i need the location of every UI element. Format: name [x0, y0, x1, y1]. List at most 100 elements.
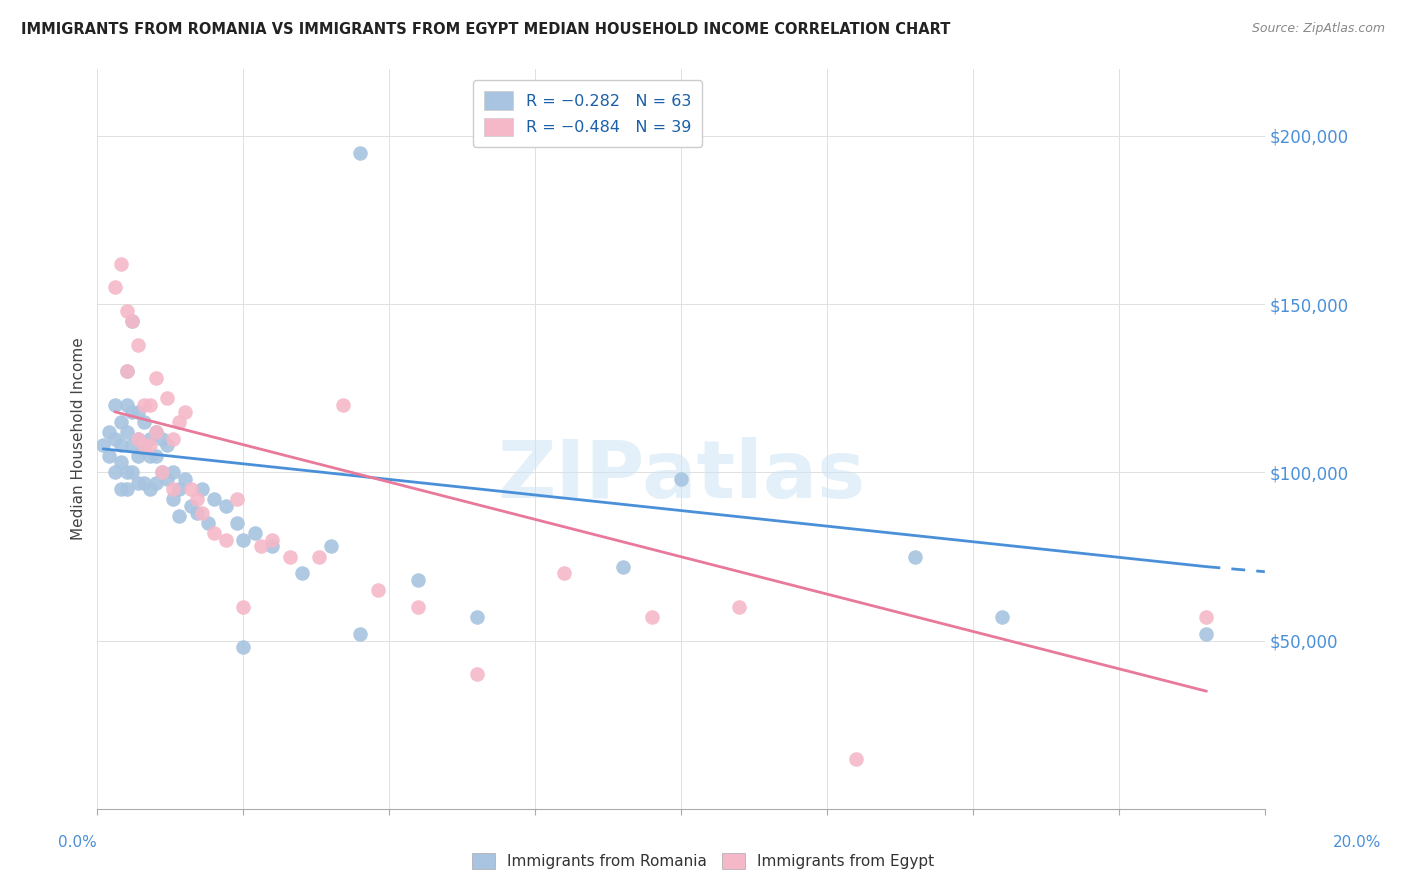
Point [167, 509, 190, 524]
Point [121, 438, 143, 452]
Point [1195, 610, 1218, 624]
Point [202, 526, 225, 541]
Point [115, 364, 138, 378]
Point [104, 280, 127, 294]
Point [127, 405, 149, 419]
Point [150, 432, 173, 446]
Point [162, 482, 184, 496]
Point [121, 405, 143, 419]
Point [215, 533, 238, 547]
Legend: Immigrants from Romania, Immigrants from Egypt: Immigrants from Romania, Immigrants from… [465, 847, 941, 875]
Point [156, 472, 179, 486]
Point [349, 145, 371, 160]
Point [180, 482, 202, 496]
Point [845, 751, 868, 765]
Point [262, 540, 284, 554]
Point [180, 499, 202, 513]
Point [349, 627, 371, 641]
Point [465, 667, 488, 681]
Point [104, 432, 127, 446]
Point [408, 573, 430, 587]
Point [249, 540, 271, 554]
Point [115, 425, 138, 439]
Point [132, 442, 155, 456]
Legend: R = −0.282   N = 63, R = −0.484   N = 39: R = −0.282 N = 63, R = −0.484 N = 39 [472, 80, 703, 147]
Point [139, 482, 162, 496]
Point [145, 425, 167, 439]
Text: ZIPatlas: ZIPatlas [496, 437, 865, 515]
Point [132, 475, 155, 490]
Point [991, 610, 1014, 624]
Point [186, 506, 208, 520]
Point [115, 303, 138, 318]
Point [91, 438, 114, 452]
Point [150, 466, 173, 480]
Point [115, 364, 138, 378]
Point [408, 600, 430, 615]
Point [132, 415, 155, 429]
Point [202, 492, 225, 507]
Point [104, 466, 127, 480]
Point [226, 516, 249, 530]
Text: 20.0%: 20.0% [1333, 836, 1381, 850]
Point [319, 540, 342, 554]
Text: 0.0%: 0.0% [58, 836, 97, 850]
Point [110, 482, 132, 496]
Point [139, 398, 162, 412]
Point [139, 449, 162, 463]
Point [104, 398, 127, 412]
Point [669, 472, 692, 486]
Point [332, 398, 354, 412]
Point [174, 472, 197, 486]
Point [262, 533, 284, 547]
Point [612, 559, 634, 574]
Point [150, 466, 173, 480]
Point [641, 610, 664, 624]
Point [197, 516, 219, 530]
Point [132, 398, 155, 412]
Point [308, 549, 330, 564]
Point [127, 449, 149, 463]
Point [903, 549, 925, 564]
Point [162, 466, 184, 480]
Point [465, 610, 488, 624]
Point [167, 415, 190, 429]
Point [110, 415, 132, 429]
Point [162, 432, 184, 446]
Point [98, 425, 121, 439]
Point [156, 438, 179, 452]
Point [728, 600, 751, 615]
Text: IMMIGRANTS FROM ROMANIA VS IMMIGRANTS FROM EGYPT MEDIAN HOUSEHOLD INCOME CORRELA: IMMIGRANTS FROM ROMANIA VS IMMIGRANTS FR… [21, 22, 950, 37]
Point [139, 438, 162, 452]
Point [121, 466, 143, 480]
Point [115, 466, 138, 480]
Point [186, 492, 208, 507]
Point [127, 337, 149, 351]
Point [156, 392, 179, 406]
Point [132, 438, 155, 452]
Point [232, 533, 254, 547]
Point [367, 583, 389, 598]
Point [291, 566, 314, 581]
Point [167, 482, 190, 496]
Point [243, 526, 266, 541]
Point [191, 482, 214, 496]
Point [278, 549, 301, 564]
Point [145, 449, 167, 463]
Point [232, 640, 254, 655]
Point [110, 257, 132, 271]
Point [110, 438, 132, 452]
Point [226, 492, 249, 507]
Point [127, 432, 149, 446]
Point [145, 371, 167, 385]
Point [121, 314, 143, 328]
Point [139, 432, 162, 446]
Point [553, 566, 575, 581]
Point [115, 398, 138, 412]
Point [110, 455, 132, 469]
Point [115, 482, 138, 496]
Point [232, 600, 254, 615]
Point [127, 475, 149, 490]
Point [127, 432, 149, 446]
Point [98, 449, 121, 463]
